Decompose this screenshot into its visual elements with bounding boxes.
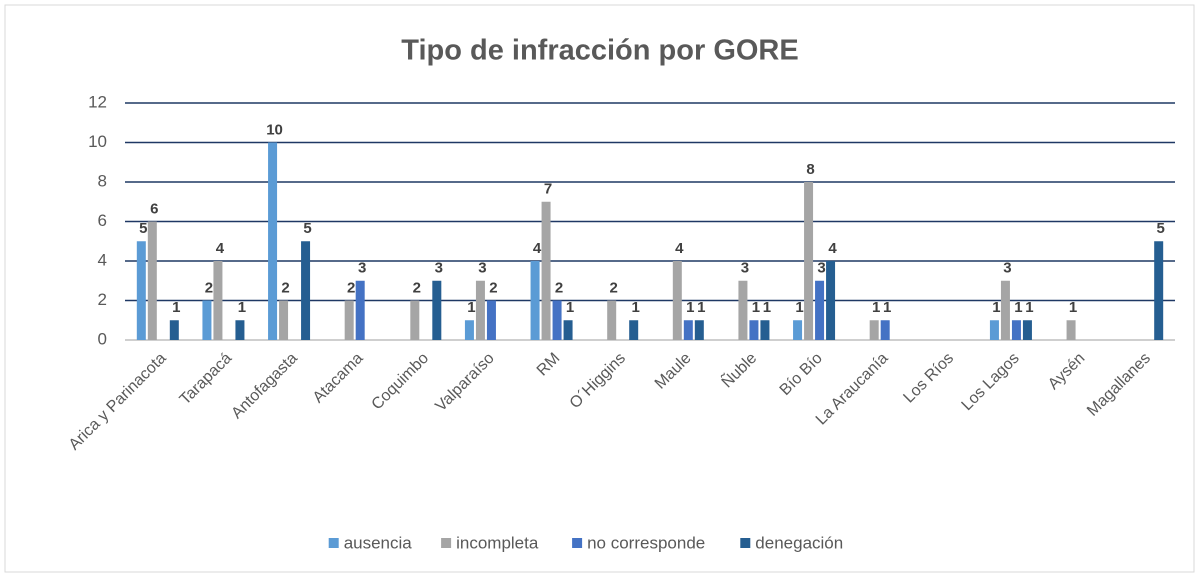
data-label: 1 (795, 299, 803, 316)
bar (486, 300, 496, 340)
data-label: 1 (697, 299, 705, 316)
bar (1022, 320, 1032, 340)
legend-swatch (740, 538, 751, 548)
bar (683, 320, 693, 340)
data-label: 1 (1069, 299, 1077, 316)
bar (355, 280, 365, 340)
bar (169, 320, 179, 340)
data-label: 4 (533, 240, 542, 257)
legend-swatch (441, 538, 452, 548)
legend-label: denegación (755, 533, 843, 552)
bar (147, 221, 157, 340)
data-label: 2 (489, 279, 497, 296)
data-label: 5 (303, 220, 311, 237)
data-label: 3 (358, 260, 366, 277)
chart-frame (4, 4, 1195, 573)
bar (869, 320, 879, 340)
data-label: 2 (205, 279, 213, 296)
y-tick-label: 2 (98, 290, 107, 309)
bar (464, 320, 474, 340)
y-tick-label: 12 (88, 92, 107, 111)
data-label: 1 (238, 299, 246, 316)
data-label: 5 (139, 220, 147, 237)
data-label: 5 (1157, 220, 1165, 237)
bar (629, 320, 639, 340)
legend-label: incompleta (456, 533, 539, 552)
data-label: 6 (150, 200, 158, 217)
bar (1000, 280, 1010, 340)
bar (475, 280, 485, 340)
y-tick-label: 6 (98, 211, 107, 230)
data-label: 1 (1025, 299, 1033, 316)
data-label: 8 (806, 161, 814, 178)
data-label: 4 (828, 240, 837, 257)
bar (344, 300, 354, 340)
bar (694, 320, 704, 340)
data-label: 3 (817, 260, 825, 277)
bar (563, 320, 573, 340)
bar (410, 300, 420, 340)
bar (880, 320, 890, 340)
bar (1011, 320, 1021, 340)
bar (432, 280, 442, 340)
bar (530, 261, 540, 340)
bar (672, 261, 682, 340)
bar (541, 201, 551, 340)
data-label: 3 (435, 260, 443, 277)
legend-label: no corresponde (587, 533, 705, 552)
data-label: 1 (872, 299, 880, 316)
data-label: 1 (883, 299, 891, 316)
data-label: 1 (1014, 299, 1022, 316)
data-label: 2 (555, 279, 563, 296)
bar (793, 320, 803, 340)
data-label: 4 (675, 240, 684, 257)
bar (804, 182, 814, 340)
legend-swatch (328, 538, 339, 548)
bar (815, 280, 825, 340)
y-tick-label: 8 (98, 171, 107, 190)
bar (1066, 320, 1076, 340)
bar (989, 320, 999, 340)
data-label: 2 (610, 279, 618, 296)
bar (607, 300, 617, 340)
bar (749, 320, 759, 340)
data-label: 1 (752, 299, 760, 316)
data-label: 7 (544, 181, 552, 198)
data-label: 1 (172, 299, 180, 316)
data-label: 3 (741, 260, 749, 277)
bar (1154, 241, 1164, 340)
bar (738, 280, 748, 340)
data-label: 1 (566, 299, 574, 316)
bar (552, 300, 562, 340)
y-tick-label: 10 (88, 132, 107, 151)
chart-title: Tipo de infracción por GORE (401, 35, 798, 67)
legend-swatch (572, 538, 583, 548)
data-label: 2 (413, 279, 421, 296)
bar (268, 142, 278, 340)
bar (279, 300, 289, 340)
y-tick-label: 0 (98, 329, 107, 348)
legend-label: ausencia (344, 533, 413, 552)
data-label: 2 (281, 279, 289, 296)
bar (760, 320, 770, 340)
data-label: 1 (992, 299, 1000, 316)
bar (213, 261, 223, 340)
data-label: 3 (478, 260, 486, 277)
data-label: 1 (763, 299, 771, 316)
data-label: 1 (632, 299, 640, 316)
data-label: 10 (266, 121, 283, 138)
data-label: 3 (1003, 260, 1011, 277)
y-tick-label: 4 (98, 250, 107, 269)
bar (826, 261, 836, 340)
data-label: 1 (686, 299, 694, 316)
data-label: 1 (467, 299, 475, 316)
bar (136, 241, 146, 340)
bar (235, 320, 245, 340)
bar (301, 241, 311, 340)
bar (202, 300, 212, 340)
data-label: 4 (216, 240, 225, 257)
data-label: 2 (347, 279, 355, 296)
